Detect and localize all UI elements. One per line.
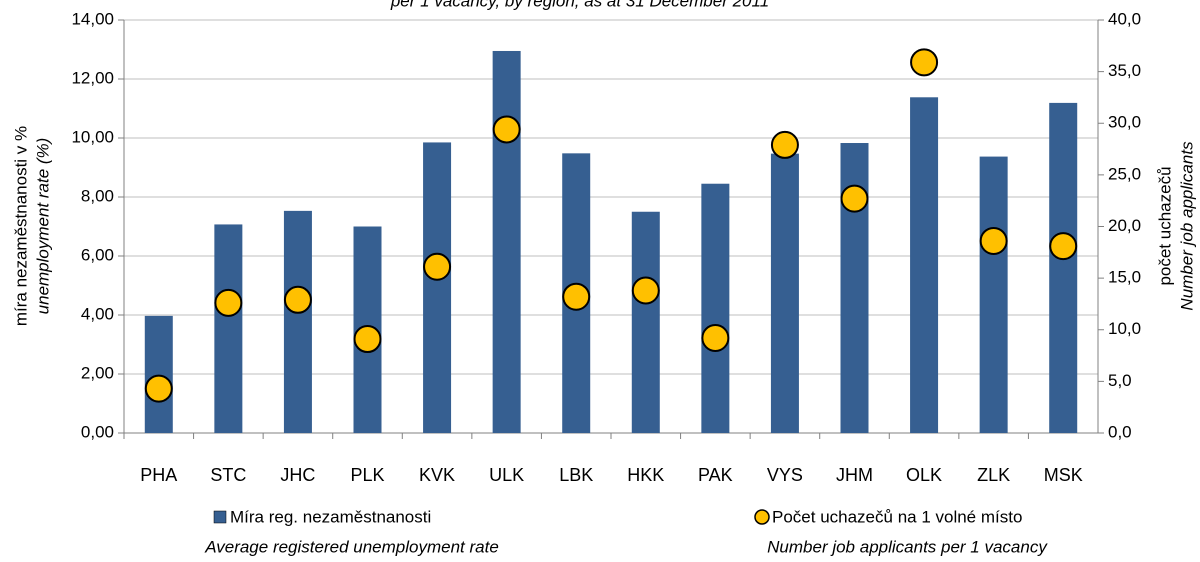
x-tick-label: PLK	[350, 465, 384, 485]
dot	[770, 130, 799, 159]
y2-tick-label: 5,0	[1108, 371, 1132, 390]
legend-swatch	[213, 510, 227, 524]
x-tick-label: MSK	[1044, 465, 1083, 485]
x-tick-label: VYS	[767, 465, 803, 485]
dot	[562, 282, 591, 311]
x-tick-label: STC	[210, 465, 246, 485]
x-tick-label: PAK	[698, 465, 733, 485]
y2-tick-label: 40,0	[1108, 9, 1141, 28]
y-tick-label: 12,00	[71, 68, 114, 87]
y-tick-label: 8,00	[81, 186, 114, 205]
y-tick-label: 6,00	[81, 245, 114, 264]
bar	[1049, 102, 1078, 434]
legend-swatch	[754, 509, 770, 525]
bar	[423, 142, 452, 434]
x-tick-label: LBK	[559, 465, 593, 485]
legend-label: Míra reg. nezaměstnanosti	[230, 507, 431, 526]
y-tick-label: 4,00	[81, 304, 114, 323]
bar	[631, 211, 660, 433]
x-tick-label: PHA	[140, 465, 177, 485]
y2-tick-label: 30,0	[1108, 113, 1141, 132]
y2-tick-label: 25,0	[1108, 164, 1141, 183]
x-tick-label: KVK	[419, 465, 455, 485]
x-tick-label: JHM	[836, 465, 873, 485]
dot	[1049, 232, 1078, 261]
y-tick-label: 0,00	[81, 422, 114, 441]
dot	[910, 48, 939, 77]
y2-axis-label: počet uchazečů	[1155, 166, 1174, 285]
x-tick-label: ULK	[489, 465, 524, 485]
dot	[492, 115, 521, 144]
dot	[840, 184, 869, 213]
dot	[423, 252, 452, 281]
bar	[283, 210, 312, 433]
bar	[770, 153, 799, 433]
y2-axis-label: Number job applicants	[1177, 141, 1196, 311]
bar	[979, 156, 1008, 433]
dot	[701, 324, 730, 353]
bar	[144, 315, 173, 433]
y2-tick-label: 35,0	[1108, 61, 1141, 80]
bar	[492, 50, 521, 433]
y2-tick-label: 10,0	[1108, 319, 1141, 338]
legend-note: Average registered unemployment rate	[204, 537, 499, 556]
dot	[144, 374, 173, 403]
dot	[353, 325, 382, 354]
x-tick-label: OLK	[906, 465, 942, 485]
y2-tick-label: 0,0	[1108, 422, 1132, 441]
x-tick-label: HKK	[627, 465, 664, 485]
x-tick-label: JHC	[280, 465, 315, 485]
legend-label: Počet uchazečů na 1 volné místo	[772, 507, 1022, 526]
dot	[214, 288, 243, 317]
y2-tick-label: 15,0	[1108, 268, 1141, 287]
y2-tick-label: 20,0	[1108, 216, 1141, 235]
bar	[214, 224, 243, 433]
bar	[910, 97, 939, 433]
y-axis-label: míra nezaměstnanosti v %	[11, 126, 30, 326]
dot	[979, 226, 1008, 255]
dot	[283, 285, 312, 314]
y-axis-label: unemployment rate (%)	[33, 138, 52, 315]
dot	[631, 276, 660, 305]
bar	[701, 183, 730, 433]
y-tick-label: 10,00	[71, 127, 114, 146]
x-tick-label: ZLK	[977, 465, 1010, 485]
y-tick-label: 14,00	[71, 9, 114, 28]
legend-note: Number job applicants per 1 vacancy	[767, 537, 1048, 556]
y-tick-label: 2,00	[81, 363, 114, 382]
chart-title: per 1 vacancy, by region, as at 31 Decem…	[390, 0, 769, 10]
